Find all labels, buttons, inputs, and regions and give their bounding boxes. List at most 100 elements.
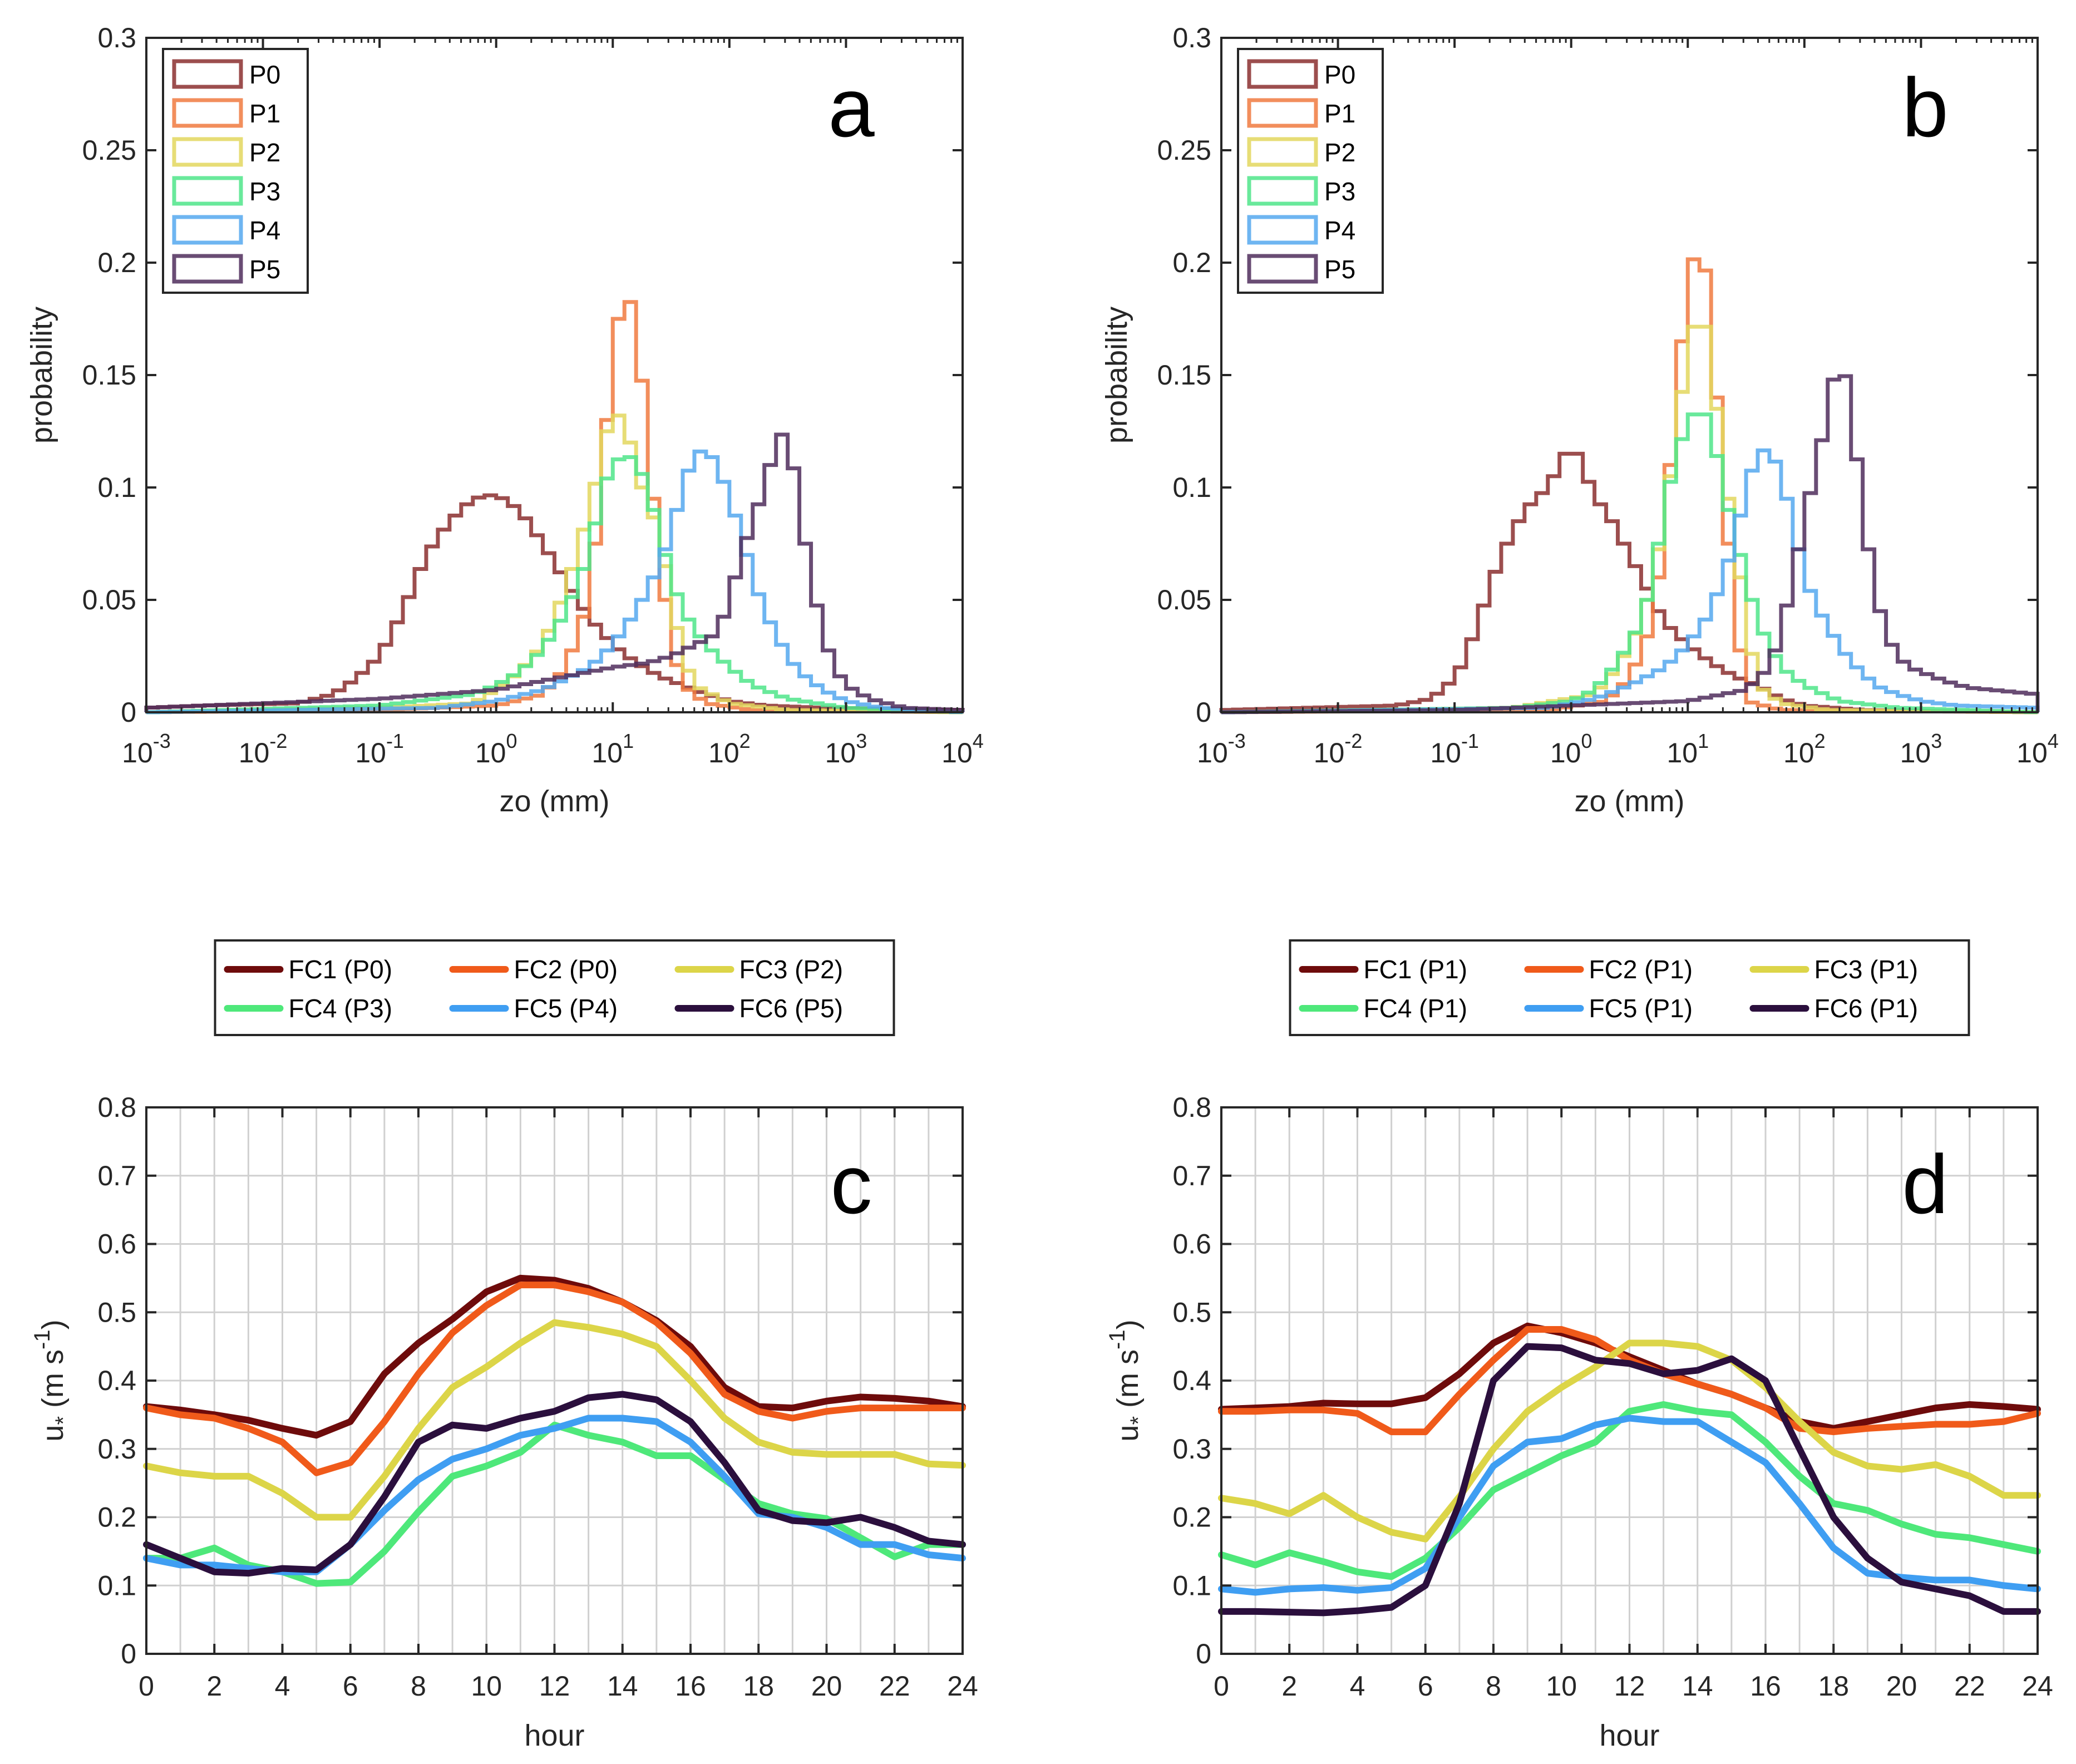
panel-d-line-FC3-P1: [1218, 1339, 2041, 1543]
panel-c-axes: 00.10.20.30.40.50.60.70.80 2 4 6 8 10 12 14 16 18…: [30, 939, 978, 1752]
panel-a-ytick-label: 0.05: [82, 584, 136, 615]
panel-a-legend-label-P0: P0: [249, 60, 280, 89]
panel-d-legend-box: [1289, 939, 1970, 1036]
panel-c-line-FC3-P2: [143, 1319, 966, 1521]
panel-c-ytick-label: 0.8: [97, 1092, 136, 1123]
panel-c-ytick-label: 0.1: [97, 1570, 136, 1601]
panel-a-xtick-label: 10-2: [239, 730, 288, 768]
panel-d-xlabel: hour: [1599, 1719, 1659, 1752]
panel-b-legend-swatch-P5: [1247, 254, 1318, 284]
panel-c-ytick-label: 0: [121, 1638, 136, 1669]
panel-d-line-FC5-P1: [1218, 1415, 2041, 1596]
panel-a-ylabel: probability: [25, 307, 58, 444]
panel-b-group: b: [1902, 61, 1948, 154]
panel-a-legend: P0 P1 P2 P3 P4 P5: [162, 48, 309, 294]
panel-a-legend-label-P1: P1: [249, 99, 280, 128]
panel-a-ytick-label: 0.1: [97, 472, 136, 503]
panel-c-xlabel: hour: [524, 1719, 584, 1752]
panel-d-ytick-label: 0.5: [1172, 1297, 1211, 1328]
panel-a-legend-swatch-P0: [172, 59, 243, 89]
panel-c-xtick-label: 14: [607, 1671, 638, 1702]
panel-c-ylabel: u* (m s-1): [30, 1319, 76, 1441]
panel-b-ytick-label: 0.15: [1157, 359, 1211, 391]
panel-d-legend-label-2: FC2 (P1): [1589, 955, 1693, 984]
panel-c-legend-label-6: FC6 (P5): [739, 994, 844, 1023]
panel-b-axes: 0 0.05 0.1 0.15 0.2 0.25 0.3 10-3 10-2 10-1 100 101…: [1100, 22, 2059, 818]
panel-d-ytick-label: 0.3: [1172, 1433, 1211, 1465]
panel-b-xtick-label: 10-2: [1314, 730, 1363, 768]
panel-a-ytick-label: 0.2: [97, 247, 136, 278]
panel-d-legend-label-1: FC1 (P1): [1364, 955, 1468, 984]
panel-b-legend-swatch-P4: [1247, 215, 1318, 245]
panel-d-axes: 00.10.20.30.40.50.60.70.80 2 4 6 8 10 12 14 16 18…: [1105, 939, 2053, 1752]
panel-c-xtick-label: 12: [539, 1671, 570, 1702]
panel-c-ytick-label: 0.5: [97, 1297, 136, 1328]
panel-c-ytick-label: 0.3: [97, 1433, 136, 1465]
panel-c-xtick-label: 24: [947, 1671, 978, 1702]
panel-b-xtick-label: 10-3: [1197, 730, 1246, 768]
panel-a-hist-P4: [144, 449, 965, 715]
panel-c-legend-label-1: FC1 (P0): [289, 955, 393, 984]
panel-d-xtick-label: 10: [1546, 1671, 1577, 1702]
panel-c-xtick-label: 6: [343, 1671, 358, 1702]
panel-a-ytick-label: 0.3: [97, 22, 136, 53]
panel-b-letter: b: [1902, 61, 1948, 154]
panel-d-ytick-label: 0.1: [1172, 1570, 1211, 1601]
panel-c-legend: FC1 (P0) FC2 (P0) FC3 (P2) FC4 (P3) FC5 (P4)…: [214, 939, 895, 1036]
panel-a-legend-swatch-P4: [172, 215, 243, 245]
panel-b-legend-label-P4: P4: [1324, 216, 1355, 245]
panel-c-xtick-label: 4: [275, 1671, 290, 1702]
panel-c-legend-label-5: FC5 (P4): [514, 994, 618, 1023]
panel-d-ylabel: u* (m s-1): [1105, 1319, 1151, 1441]
panel-a-ytick-label: 0: [121, 697, 136, 728]
panel-b-ytick-label: 0.3: [1172, 22, 1211, 53]
panel-d-legend-label-6: FC6 (P1): [1814, 994, 1919, 1023]
panel-c-xtick-label: 20: [811, 1671, 842, 1702]
panel-d-ytick-label: 0.7: [1172, 1160, 1211, 1191]
panel-c-legend-label-4: FC4 (P3): [289, 994, 393, 1023]
panel-d-letter: d: [1902, 1137, 1948, 1231]
panel-c-line-FC6-P5: [143, 1391, 966, 1577]
panel-b-xtick-label: 104: [2016, 730, 2059, 768]
panel-a-xtick-label: 10-1: [355, 730, 404, 768]
panel-d-xtick-label: 0: [1214, 1671, 1229, 1702]
panel-d-line-FC6-P1: [1218, 1343, 2041, 1617]
panel-d-legend-label-4: FC4 (P1): [1364, 994, 1468, 1023]
panel-b-legend-label-P0: P0: [1324, 60, 1355, 89]
panel-d-ytick-label: 0.6: [1172, 1229, 1211, 1260]
panel-a-xtick-label: 101: [591, 730, 634, 768]
panel-a-legend-swatch-P1: [172, 98, 243, 128]
panel-c-legend-label-3: FC3 (P2): [739, 955, 844, 984]
panel-d-line-FC4-P1: [1218, 1401, 2041, 1580]
panel-a-xtick-label: 102: [708, 730, 751, 768]
panel-d-ytick-label: 0.4: [1172, 1365, 1211, 1396]
panel-a-legend-label-P4: P4: [249, 216, 280, 245]
panel-c-xtick-label: 8: [411, 1671, 426, 1702]
panel-c-ytick-label: 0.7: [97, 1160, 136, 1191]
panel-c-legend-label-2: FC2 (P0): [514, 955, 618, 984]
panel-a-xtick-label: 104: [941, 730, 984, 768]
panel-b-xlabel: zo (mm): [1575, 785, 1685, 818]
panel-a-ytick-label: 0.25: [82, 135, 136, 166]
panel-a-xtick-label: 103: [825, 730, 867, 768]
panel-c-letter: c: [831, 1137, 872, 1231]
panel-b-xtick-label: 100: [1550, 730, 1592, 768]
panel-d-group: d: [1902, 1137, 1948, 1231]
panel-d-xtick-label: 6: [1418, 1671, 1433, 1702]
panel-b-xtick-label: 10-1: [1430, 730, 1479, 768]
panel-a-legend-swatch-P5: [172, 254, 243, 284]
panel-b-ytick-label: 0: [1196, 697, 1211, 728]
panel-c-xtick-label: 0: [139, 1671, 154, 1702]
panel-c-line-FC5-P4: [143, 1415, 966, 1575]
panel-b-legend-label-P3: P3: [1324, 177, 1355, 206]
panel-b-legend-swatch-P0: [1247, 59, 1318, 89]
panel-b-legend: P0 P1 P2 P3 P4 P5: [1237, 48, 1384, 294]
panel-c-legend-box: [214, 939, 895, 1036]
panel-d-legend-label-3: FC3 (P1): [1814, 955, 1919, 984]
panel-d-ytick-label: 0.2: [1172, 1502, 1211, 1533]
panel-a-group: a: [828, 61, 875, 154]
panel-b-xtick-label: 102: [1783, 730, 1826, 768]
panel-d-xtick-label: 4: [1350, 1671, 1365, 1702]
panel-b-xtick-label: 101: [1666, 730, 1709, 768]
panel-b-xtick-label: 103: [1900, 730, 1942, 768]
